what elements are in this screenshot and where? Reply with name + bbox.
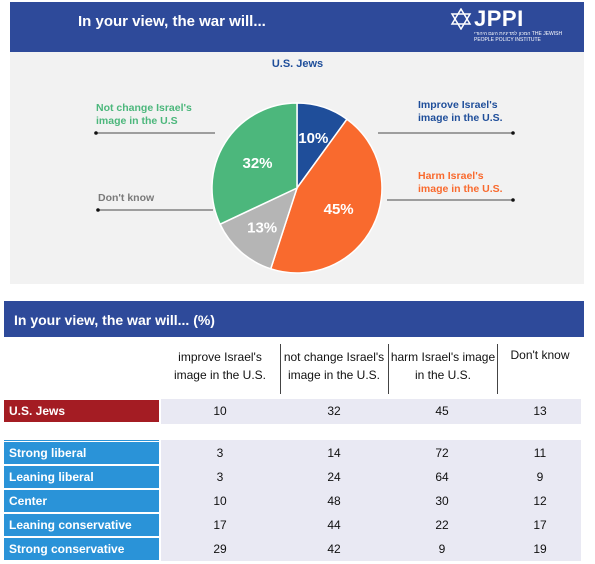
cell-leaning-liberal-dont-know: 9 bbox=[536, 470, 544, 484]
pie-slice-not-change bbox=[211, 102, 298, 226]
row-label-center: Center bbox=[4, 490, 159, 512]
chart-header-title: In your view, the war will... bbox=[78, 13, 266, 30]
logo-subtitle: המכון למדיניות העם היהודי THE JEWISH PEO… bbox=[474, 31, 563, 43]
cell-leaning-conservative-improve: 17 bbox=[213, 518, 227, 532]
pie-slice-harm bbox=[269, 118, 383, 274]
annotation-harm-line-1: Harm Israel's bbox=[418, 170, 484, 182]
group-rows-shade bbox=[161, 440, 581, 561]
cell-leaning-liberal-not-change: 24 bbox=[327, 470, 341, 484]
cell-strong-conservative-improve: 29 bbox=[213, 542, 227, 556]
cell-us-jews-not-change: 32 bbox=[327, 404, 341, 418]
column-header-improve: improve Israel's image in the U.S. bbox=[161, 346, 279, 386]
cell-center-dont-know: 12 bbox=[533, 494, 547, 508]
cell-strong-liberal-harm: 72 bbox=[435, 446, 449, 460]
cell-strong-conservative-not-change: 42 bbox=[327, 542, 341, 556]
cell-center-not-change: 48 bbox=[327, 494, 341, 508]
pie-chart: 10% 45% 13% 32% bbox=[94, 102, 515, 274]
cell-leaning-conservative-harm: 22 bbox=[435, 518, 449, 532]
column-header-harm-line-1: harm Israel's image bbox=[390, 350, 496, 364]
row-label-leaning-conservative: Leaning conservative bbox=[4, 514, 159, 536]
table-title: In your view, the war will... (%) bbox=[14, 312, 215, 328]
column-header-harm: harm Israel's image in the U.S. bbox=[389, 346, 497, 386]
column-divider bbox=[280, 344, 281, 394]
leader-line-dont-know-dot bbox=[96, 208, 100, 212]
row-label-leaning-liberal: Leaning liberal bbox=[4, 466, 159, 488]
cell-strong-liberal-dont-know: 11 bbox=[533, 446, 547, 460]
annotation-improve-line-1: Improve Israel's bbox=[418, 99, 498, 111]
pie-label-harm: 45% bbox=[324, 201, 354, 218]
column-divider bbox=[388, 344, 389, 394]
column-divider bbox=[497, 344, 498, 394]
chart-header-bar bbox=[10, 2, 584, 52]
annotation-dont-know-line-1: Don't know bbox=[98, 192, 155, 204]
group-rows-top-edge bbox=[4, 440, 159, 441]
annotation-dont-know: Don't know bbox=[98, 192, 154, 205]
pie-label-improve: 10% bbox=[298, 130, 328, 147]
annotation-harm: Harm Israel's image in the U.S. bbox=[418, 170, 503, 196]
annotation-not-change: Not change Israel's image in the U.S bbox=[96, 102, 192, 128]
cell-strong-liberal-not-change: 14 bbox=[327, 446, 341, 460]
column-header-not-change-line-2: image in the U.S. bbox=[287, 368, 381, 382]
total-row-shade bbox=[161, 399, 581, 424]
pie-label-not-change: 32% bbox=[243, 155, 273, 172]
column-header-improve-line-1: improve Israel's bbox=[178, 350, 262, 364]
cell-center-harm: 30 bbox=[435, 494, 449, 508]
leader-line-improve-dot bbox=[511, 131, 515, 135]
column-header-improve-line-2: image in the U.S. bbox=[173, 368, 267, 382]
annotation-improve-line-2: image in the U.S. bbox=[418, 112, 503, 124]
column-header-harm-line-2: in the U.S. bbox=[414, 368, 472, 382]
annotation-not-change-line-2: image in the U.S bbox=[96, 115, 178, 127]
cell-us-jews-dont-know: 13 bbox=[533, 404, 547, 418]
row-label-strong-conservative: Strong conservative bbox=[4, 538, 159, 560]
cell-strong-liberal-improve: 3 bbox=[216, 446, 224, 460]
pie-slice-dont-know bbox=[219, 186, 299, 270]
column-header-dont-know-line-1: Don't know bbox=[510, 348, 570, 362]
leader-line-harm-dot bbox=[511, 198, 515, 202]
column-header-dont-know: Don't know bbox=[499, 346, 581, 386]
cell-strong-conservative-dont-know: 19 bbox=[533, 542, 547, 556]
table-header-bar: In your view, the war will... (%) bbox=[4, 301, 584, 337]
cell-strong-conservative-harm: 9 bbox=[438, 542, 446, 556]
cell-leaning-liberal-improve: 3 bbox=[216, 470, 224, 484]
annotation-harm-line-2: image in the U.S. bbox=[418, 183, 503, 195]
column-header-not-change: not change Israel's image in the U.S. bbox=[281, 346, 387, 386]
cell-leaning-conservative-not-change: 44 bbox=[327, 518, 341, 532]
cell-leaning-liberal-harm: 64 bbox=[435, 470, 449, 484]
row-label-strong-liberal: Strong liberal bbox=[4, 442, 159, 464]
cell-leaning-conservative-dont-know: 17 bbox=[533, 518, 547, 532]
jppi-logo: JPPI המכון למדיניות העם היהודי THE JEWIS… bbox=[450, 6, 580, 48]
cell-us-jews-improve: 10 bbox=[213, 404, 227, 418]
leader-line-not-change-dot bbox=[94, 131, 98, 135]
annotation-improve: Improve Israel's image in the U.S. bbox=[418, 99, 503, 125]
column-header-not-change-line-1: not change Israel's bbox=[283, 350, 385, 364]
star-of-david-icon bbox=[450, 8, 472, 30]
row-label-us-jews: U.S. Jews bbox=[4, 400, 159, 422]
cell-us-jews-harm: 45 bbox=[435, 404, 449, 418]
annotation-not-change-line-1: Not change Israel's bbox=[96, 102, 192, 114]
pie-title: U.S. Jews bbox=[271, 58, 324, 70]
pie-label-dont-know: 13% bbox=[247, 220, 277, 237]
logo-text: JPPI bbox=[474, 6, 524, 31]
cell-center-improve: 10 bbox=[213, 494, 227, 508]
